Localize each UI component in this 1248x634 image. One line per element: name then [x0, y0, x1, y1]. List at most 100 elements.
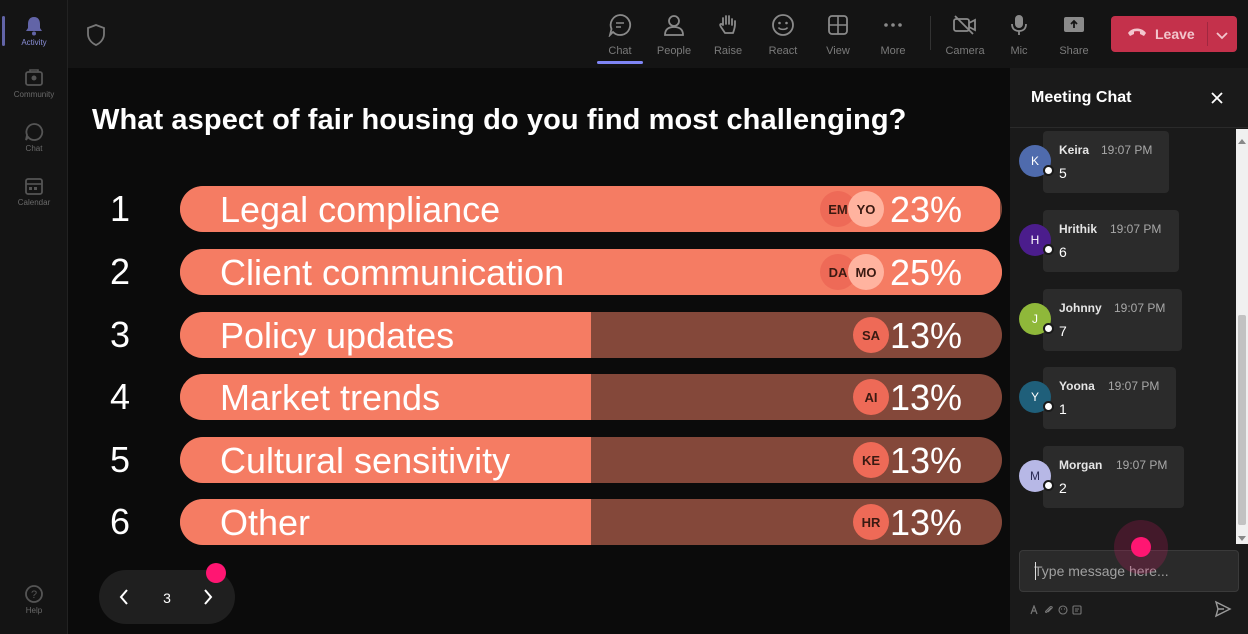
voter-avatar: AI	[853, 379, 889, 415]
toolbar-raise-button[interactable]: Raise	[703, 10, 753, 62]
meeting-chat-panel: Meeting Chat Keira 19:07 PM 5 K Hrithik 19:07…	[1010, 68, 1248, 634]
leave-button[interactable]: Leave	[1111, 16, 1237, 52]
rail-item-label: Chat	[25, 143, 43, 153]
chat-message-list[interactable]: Keira 19:07 PM 5 K Hrithik 19:07 PM 6 H Johnny 19…	[1010, 129, 1238, 544]
poll-option-bar: Market trends AI 13%	[180, 374, 1002, 420]
poll-option-percent: 13%	[889, 502, 962, 543]
toolbar-label: Mic	[1010, 45, 1028, 57]
poll-option-fill	[180, 437, 591, 483]
poll-option-row: 1 Legal compliance EM YO 23%	[68, 186, 1010, 232]
toolbar-label: React	[768, 45, 798, 57]
poll-option-number: 2	[109, 251, 131, 292]
message-author: Hrithik	[1059, 222, 1098, 236]
gif-icon[interactable]	[1072, 602, 1082, 620]
pointer-dot	[1131, 537, 1151, 557]
grid-icon	[825, 12, 851, 38]
message-compose[interactable]	[1019, 550, 1239, 592]
toolbar-view-button[interactable]: View	[813, 10, 863, 62]
poll-option-bar: Client communication DA MO 25%	[180, 249, 1002, 295]
calendar-icon	[24, 176, 44, 196]
message-bubble: Keira 19:07 PM 5	[1043, 131, 1169, 193]
format-icon[interactable]	[1030, 602, 1040, 620]
people-icon	[661, 12, 687, 38]
emoji-icon[interactable]	[1058, 602, 1068, 620]
voter-avatar: HR	[853, 504, 889, 540]
toolbar-share-button[interactable]: Share	[1049, 10, 1099, 62]
chat-icon	[607, 12, 633, 38]
poll-option-bar: Policy updates SA 13%	[180, 312, 1002, 358]
rail-item-label: Activity	[21, 37, 47, 47]
poll-option-number: 4	[109, 376, 131, 417]
poll-option-row: 2 Client communication DA MO 25%	[68, 249, 1010, 295]
poll-option-bar: Other HR 13%	[180, 499, 1002, 545]
toolbar-label: Raise	[713, 45, 743, 57]
toolbar-label: Chat	[608, 45, 632, 57]
poll-option-number: 6	[109, 501, 131, 542]
voter-avatar: KE	[853, 442, 889, 478]
message-author: Yoona	[1059, 379, 1095, 393]
poll-option-label: Other	[220, 502, 311, 543]
svg-text:?: ?	[31, 589, 37, 601]
rail-item-chat[interactable]: Chat	[0, 112, 68, 162]
rail-item-community[interactable]: Community	[0, 58, 68, 108]
smiley-icon	[770, 12, 796, 38]
message-bubble: Hrithik 19:07 PM 6	[1043, 210, 1179, 272]
message-input[interactable]	[1020, 551, 1238, 591]
attach-icon[interactable]	[1044, 602, 1054, 620]
rail-item-calendar[interactable]: Calendar	[0, 166, 68, 216]
scroll-up-icon[interactable]	[1238, 133, 1246, 151]
chat-scrollbar[interactable]	[1236, 129, 1248, 544]
presence-status-icon	[1043, 323, 1054, 334]
meeting-toolbar: Chat People Raise React View More C	[68, 0, 1248, 68]
chevron-down-icon[interactable]	[1215, 28, 1229, 46]
toolbar-people-button[interactable]: People	[649, 10, 699, 62]
voter-avatar: YO	[848, 191, 884, 227]
message-bubble: Yoona 19:07 PM 1	[1043, 367, 1176, 429]
message-time: 19:07 PM	[1116, 458, 1168, 472]
chevron-left-icon[interactable]	[117, 586, 131, 613]
chevron-right-icon[interactable]	[201, 586, 215, 613]
message-time: 19:07 PM	[1108, 379, 1160, 393]
poll-option-percent: 25%	[889, 252, 962, 293]
scrollbar-thumb[interactable]	[1238, 315, 1246, 525]
close-icon[interactable]	[1209, 90, 1225, 111]
mic-icon	[1006, 12, 1032, 38]
message-time: 19:07 PM	[1101, 143, 1153, 157]
poll-option-row: 6 Other HR 13%	[68, 499, 1010, 545]
rail-item-activity[interactable]: Activity	[0, 6, 68, 56]
toolbar-label: More	[880, 45, 906, 57]
poll-option-number: 1	[109, 188, 131, 229]
poll-option-fill	[180, 499, 591, 545]
presence-status-icon	[1043, 165, 1054, 176]
message-author: Keira	[1059, 143, 1090, 157]
poll-option-label: Legal compliance	[220, 189, 501, 230]
poll-option-percent: 13%	[889, 377, 962, 418]
camera-off-icon	[952, 12, 978, 38]
send-icon[interactable]	[1214, 600, 1232, 623]
toolbar-label: Camera	[945, 45, 985, 57]
message-author: Morgan	[1059, 458, 1103, 472]
toolbar-label: People	[656, 45, 692, 57]
pointer-dot	[206, 563, 226, 583]
scroll-down-icon[interactable]	[1238, 529, 1246, 547]
toolbar-react-button[interactable]: React	[758, 10, 808, 62]
poll-option-percent: 13%	[889, 315, 962, 356]
hand-icon	[715, 12, 741, 38]
poll-option-label: Cultural sensitivity	[220, 440, 511, 481]
toolbar-mic-button[interactable]: Mic	[994, 10, 1044, 62]
rail-item-help[interactable]: ? Help	[0, 574, 68, 624]
poll-question: What aspect of fair housing do you find …	[92, 104, 907, 136]
bell-icon	[24, 16, 44, 36]
poll-option-fill	[180, 312, 591, 358]
toolbar-chat-button[interactable]: Chat	[595, 10, 645, 64]
message-text: 1	[1059, 401, 1067, 417]
share-icon	[1061, 12, 1087, 38]
rail-item-label: Calendar	[17, 197, 51, 207]
message-bubble: Morgan 19:07 PM 2	[1043, 446, 1184, 508]
toolbar-camera-button[interactable]: Camera	[940, 10, 990, 62]
presentation-stage: What aspect of fair housing do you find …	[68, 68, 1010, 634]
toolbar-label: Share	[1059, 45, 1089, 57]
phone-hangup-icon	[1127, 25, 1147, 43]
toolbar-more-button[interactable]: More	[868, 10, 918, 62]
more-icon	[880, 12, 906, 38]
